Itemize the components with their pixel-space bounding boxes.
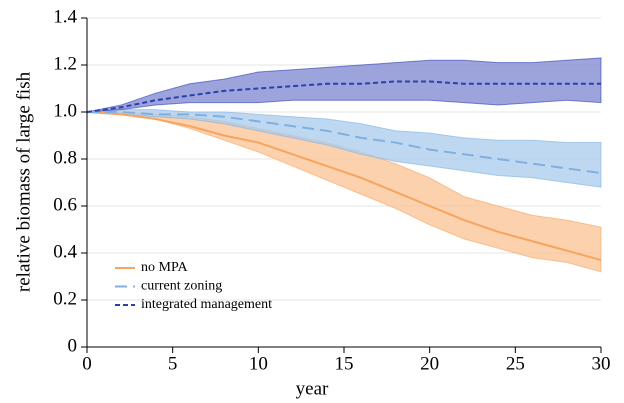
x-tick-label: 10 (249, 353, 268, 374)
legend-label: no MPA (141, 260, 188, 275)
y-tick-label: 1.2 (53, 53, 77, 74)
y-tick-label: 0.6 (53, 194, 77, 215)
mean-line (86, 80, 601, 113)
confidence-band (86, 57, 602, 113)
y-tick-label: 0.2 (53, 288, 77, 309)
y-tick-label: 0.8 (53, 147, 77, 168)
x-tick-label: 20 (420, 353, 439, 374)
y-tick-label: 0.4 (53, 241, 77, 262)
x-tick-label: 30 (592, 353, 611, 374)
mean-line (87, 111, 602, 175)
y-axis-label: relative biomass of large fish (13, 71, 34, 292)
x-tick-label: 0 (82, 353, 92, 374)
legend-label: integrated management (141, 297, 272, 312)
confidence-band (86, 109, 602, 188)
y-tick-label: 1.0 (53, 100, 77, 121)
legend-label: current zoning (141, 279, 222, 294)
x-tick-label: 25 (506, 353, 525, 374)
x-tick-label: 5 (168, 353, 178, 374)
x-tick-label: 15 (335, 353, 354, 374)
x-axis-label: year (296, 378, 329, 399)
y-tick-label: 1.4 (53, 6, 77, 27)
mean-line (86, 111, 602, 262)
y-tick-label: 0 (68, 335, 78, 356)
